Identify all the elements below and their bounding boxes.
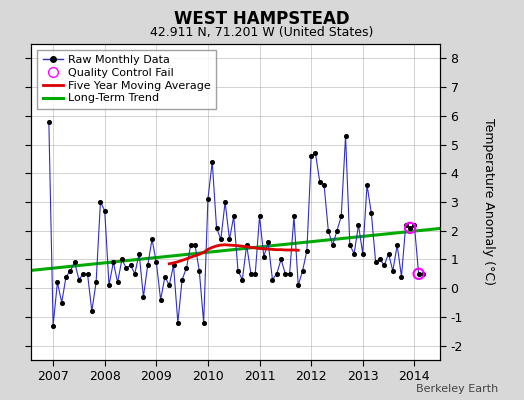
Point	[118, 256, 126, 263]
Point	[148, 236, 156, 242]
Point	[58, 299, 66, 306]
Point	[251, 271, 259, 277]
Point	[161, 274, 169, 280]
Point	[333, 228, 341, 234]
Point	[393, 242, 401, 248]
Point	[346, 242, 354, 248]
Point	[139, 294, 148, 300]
Point	[200, 320, 208, 326]
Point	[389, 268, 397, 274]
Point	[178, 276, 187, 283]
Point	[195, 268, 203, 274]
Point	[191, 242, 199, 248]
Point	[204, 196, 212, 202]
Point	[329, 242, 337, 248]
Point	[358, 250, 367, 257]
Point	[363, 182, 371, 188]
Point	[419, 271, 427, 277]
Point	[259, 253, 268, 260]
Point	[307, 153, 315, 159]
Text: 42.911 N, 71.201 W (United States): 42.911 N, 71.201 W (United States)	[150, 26, 374, 39]
Point	[376, 256, 384, 263]
Point	[255, 213, 264, 220]
Point	[230, 213, 238, 220]
Point	[385, 250, 393, 257]
Point	[264, 239, 272, 246]
Point	[165, 282, 173, 288]
Point	[286, 271, 294, 277]
Point	[66, 268, 74, 274]
Point	[324, 228, 333, 234]
Point	[406, 225, 414, 231]
Point	[397, 274, 406, 280]
Point	[83, 271, 92, 277]
Point	[354, 222, 363, 228]
Point	[208, 158, 216, 165]
Point	[169, 262, 178, 268]
Point	[290, 213, 298, 220]
Text: WEST HAMPSTEAD: WEST HAMPSTEAD	[174, 10, 350, 28]
Point	[109, 259, 117, 266]
Point	[406, 225, 414, 231]
Point	[182, 265, 191, 271]
Point	[238, 276, 247, 283]
Point	[105, 282, 113, 288]
Point	[216, 236, 225, 242]
Point	[152, 259, 160, 266]
Point	[157, 296, 165, 303]
Point	[294, 282, 302, 288]
Point	[315, 179, 324, 185]
Point	[130, 271, 139, 277]
Point	[414, 271, 423, 277]
Point	[173, 320, 182, 326]
Point	[187, 242, 195, 248]
Point	[414, 271, 423, 277]
Point	[144, 262, 152, 268]
Point	[372, 259, 380, 266]
Point	[122, 265, 130, 271]
Point	[75, 276, 83, 283]
Point	[337, 213, 345, 220]
Y-axis label: Temperature Anomaly (°C): Temperature Anomaly (°C)	[483, 118, 495, 286]
Point	[247, 271, 255, 277]
Point	[126, 262, 135, 268]
Point	[380, 262, 388, 268]
Point	[92, 279, 100, 286]
Point	[350, 250, 358, 257]
Point	[135, 250, 144, 257]
Point	[113, 279, 122, 286]
Point	[401, 222, 410, 228]
Point	[341, 133, 350, 139]
Point	[49, 322, 57, 329]
Point	[70, 259, 79, 266]
Text: Berkeley Earth: Berkeley Earth	[416, 384, 498, 394]
Point	[277, 256, 285, 263]
Point	[88, 308, 96, 314]
Point	[62, 274, 70, 280]
Point	[101, 208, 109, 214]
Point	[367, 210, 376, 217]
Point	[320, 182, 328, 188]
Point	[410, 222, 419, 228]
Point	[281, 271, 290, 277]
Point	[53, 279, 62, 286]
Point	[225, 236, 234, 242]
Point	[268, 276, 277, 283]
Point	[311, 150, 320, 156]
Point	[96, 199, 105, 205]
Point	[298, 268, 307, 274]
Point	[272, 271, 281, 277]
Point	[243, 242, 251, 248]
Point	[212, 225, 221, 231]
Point	[45, 118, 53, 125]
Point	[79, 271, 88, 277]
Point	[303, 248, 311, 254]
Point	[221, 199, 230, 205]
Legend: Raw Monthly Data, Quality Control Fail, Five Year Moving Average, Long-Term Tren: Raw Monthly Data, Quality Control Fail, …	[37, 50, 216, 109]
Point	[234, 268, 242, 274]
